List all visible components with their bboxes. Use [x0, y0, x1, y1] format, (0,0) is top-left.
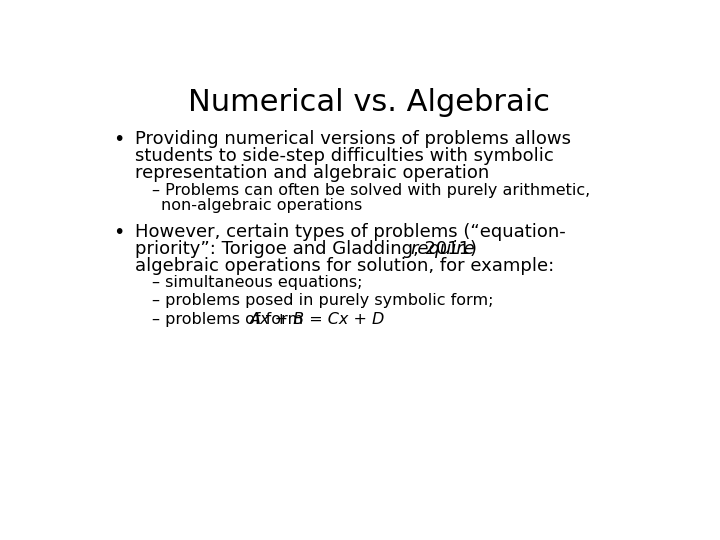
- Text: Numerical vs. Algebraic: Numerical vs. Algebraic: [188, 88, 550, 117]
- Text: •: •: [113, 222, 125, 242]
- Text: students to side-step difficulties with symbolic: students to side-step difficulties with …: [135, 147, 554, 165]
- Text: algebraic operations for solution, for example:: algebraic operations for solution, for e…: [135, 256, 554, 274]
- Text: Ax + B = Cx + D: Ax + B = Cx + D: [250, 312, 385, 327]
- Text: representation and algebraic operation: representation and algebraic operation: [135, 164, 489, 182]
- Text: Providing numerical versions of problems allows: Providing numerical versions of problems…: [135, 130, 571, 148]
- Text: – problems posed in purely symbolic form;: – problems posed in purely symbolic form…: [152, 294, 493, 308]
- Text: non-algebraic operations: non-algebraic operations: [161, 198, 363, 213]
- Text: – problems of form: – problems of form: [152, 312, 308, 327]
- Text: priority”: Torigoe and Gladding, 2011): priority”: Torigoe and Gladding, 2011): [135, 240, 482, 258]
- Text: However, certain types of problems (“equation-: However, certain types of problems (“equ…: [135, 222, 566, 241]
- Text: – Problems can often be solved with purely arithmetic,: – Problems can often be solved with pure…: [152, 183, 590, 198]
- Text: •: •: [113, 130, 125, 149]
- Text: – simultaneous equations;: – simultaneous equations;: [152, 275, 362, 290]
- Text: require: require: [410, 240, 474, 258]
